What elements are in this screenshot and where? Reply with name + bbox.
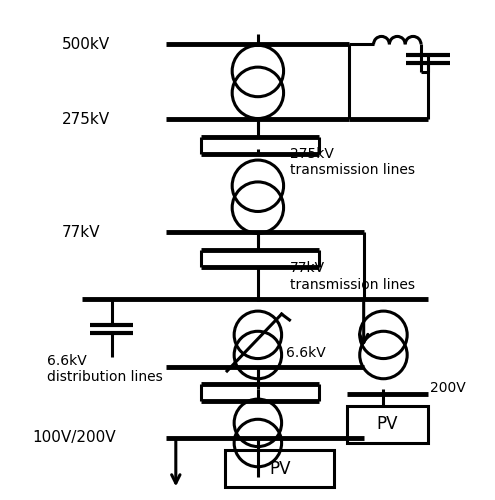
Text: 77kV
transmission lines: 77kV transmission lines [290,262,414,292]
Text: 275kV: 275kV [62,112,110,127]
Text: 500kV: 500kV [62,37,110,52]
Text: 6.6kV
distribution lines: 6.6kV distribution lines [48,354,163,384]
Text: 200V: 200V [430,381,466,395]
Text: 275kV
transmission lines: 275kV transmission lines [290,147,414,178]
Text: 100V/200V: 100V/200V [33,430,116,446]
Text: 6.6kV: 6.6kV [286,346,325,360]
Text: 77kV: 77kV [62,224,100,240]
Text: PV: PV [377,416,398,434]
Text: PV: PV [269,460,291,477]
